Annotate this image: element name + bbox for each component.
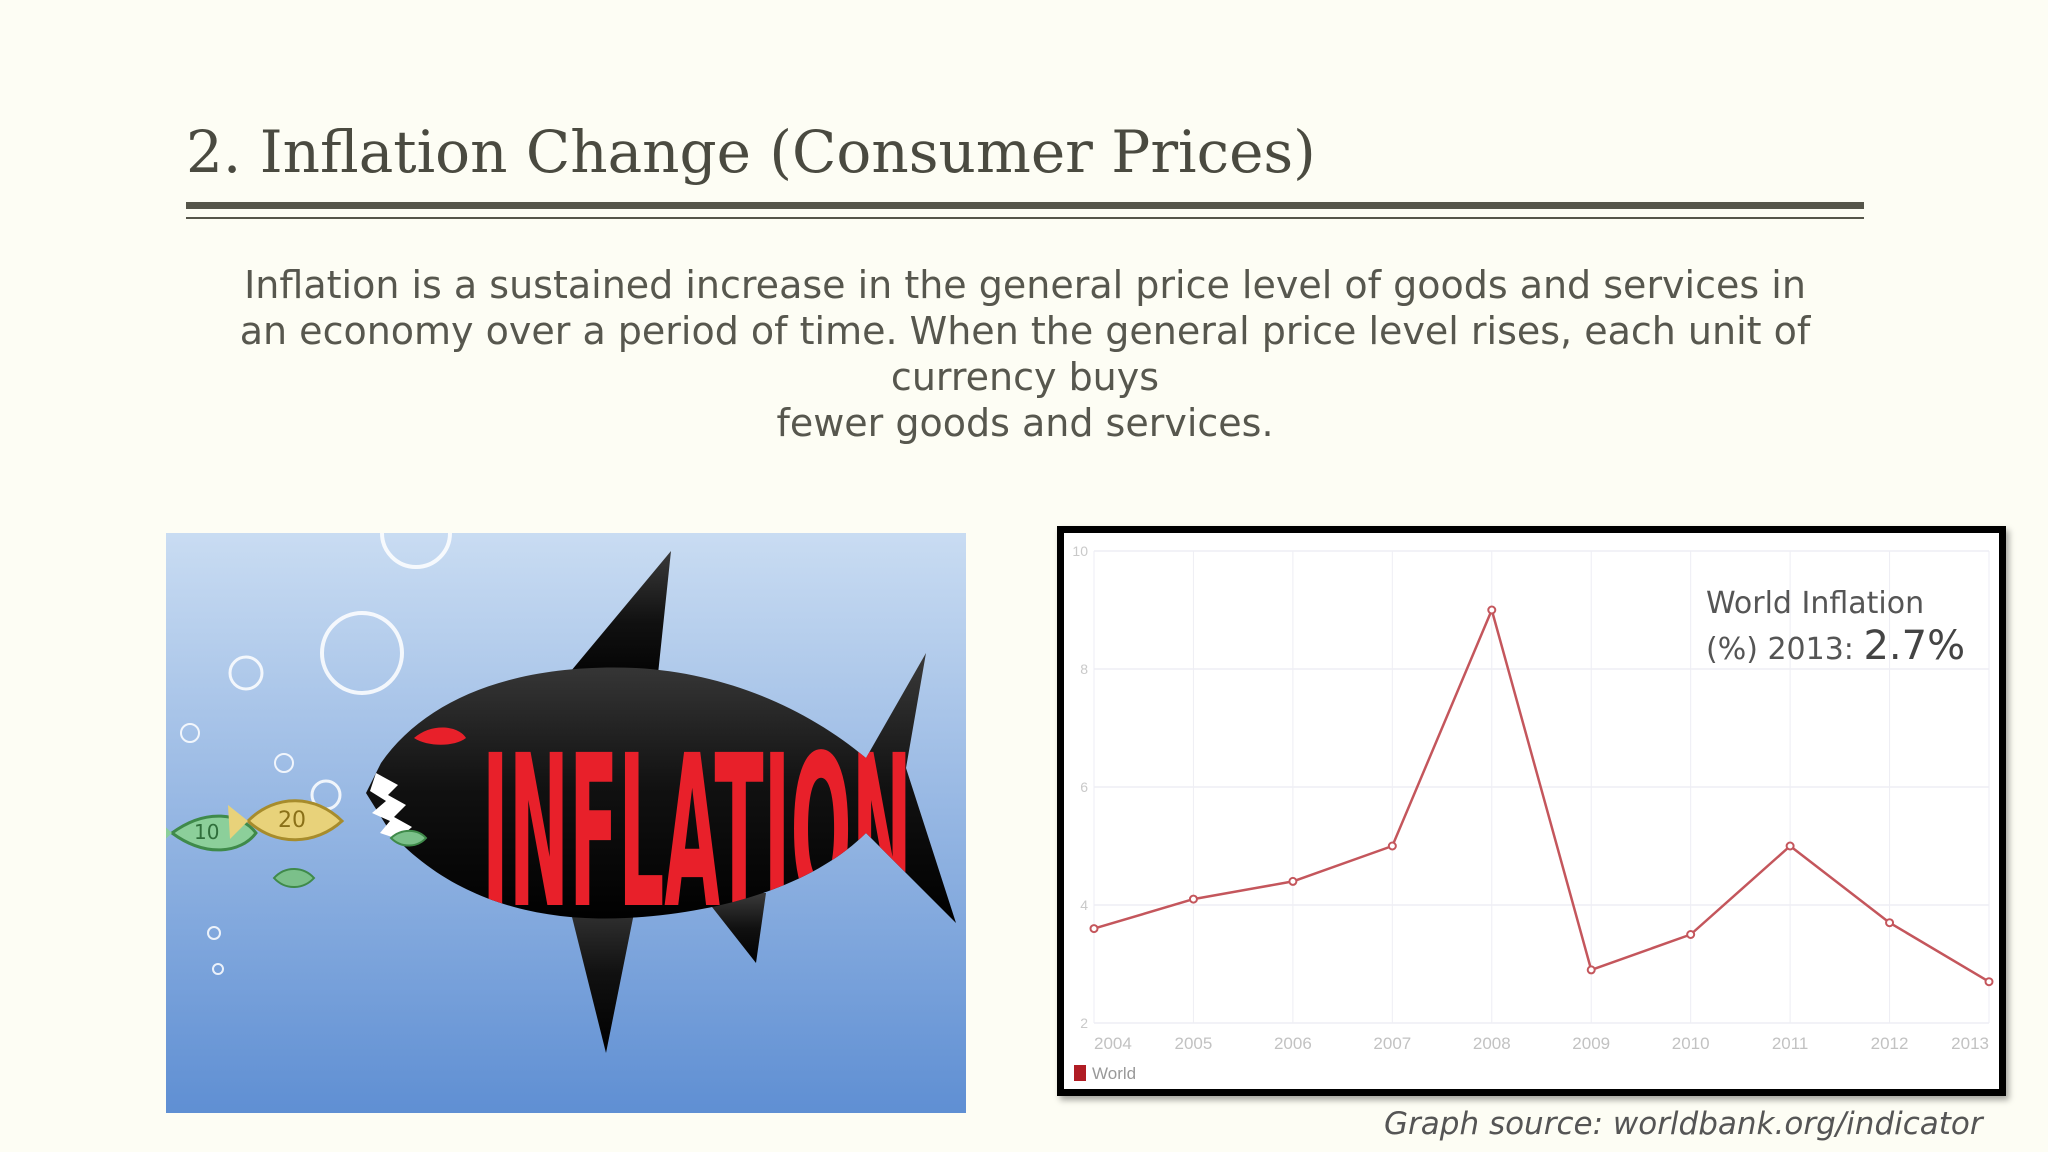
definition-line-3: fewer goods and services. [776,401,1274,445]
y-tick-label: 10 [1072,543,1088,559]
definition-line-2: an economy over a period of time. When t… [239,309,1811,399]
data-point [1586,965,1596,975]
x-tick-label: 2011 [1772,1034,1809,1053]
y-tick-label: 4 [1080,897,1088,913]
data-point [1487,605,1497,615]
graph-source: Graph source: worldbank.org/indicator [1384,1106,1983,1142]
definition-line-1: Inflation is a sustained increase in the… [244,263,1806,307]
x-tick-label: 2008 [1473,1034,1511,1053]
annotation-prefix: (%) 2013: [1706,632,1864,667]
definition-text: Inflation is a sustained increase in the… [170,262,1880,446]
title-rule-thick [186,202,1864,209]
legend-label: World [1092,1064,1136,1083]
money-fish-small [272,829,428,888]
y-tick-label: 6 [1080,779,1088,795]
data-point [1686,930,1696,939]
annotation-value: 2.7% [1863,623,1966,669]
annotation-line-2: (%) 2013: 2.7% [1706,625,1965,671]
data-point [1288,876,1298,886]
dorsal-fin [561,551,671,693]
x-tick-label: 2012 [1871,1034,1909,1053]
world-inflation-annotation: World Inflation (%) 2013: 2.7% [1706,583,1965,671]
legend-swatch [1074,1065,1086,1081]
y-tick-label: 8 [1080,661,1088,677]
data-point [1785,841,1795,851]
data-point [1387,841,1397,851]
svg-text:20: 20 [278,808,306,833]
data-point [1089,924,1099,934]
title-rule-thin [186,217,1864,219]
data-point [1885,918,1895,928]
inflation-shark-illustration: INFLATION 10 20 [166,533,966,1113]
inflation-chart: 2 4 6 8 10 2004 2005 2006 2007 2008 2009 2010 2011 20… [1057,526,2006,1096]
y-tick-label: 2 [1080,1015,1088,1031]
x-tick-label: 2007 [1373,1034,1411,1053]
x-tick-label: 2009 [1572,1034,1610,1053]
money-fish-20: 20 [228,799,345,842]
series-line-world [1093,608,1990,983]
inflation-chart-svg: 2 4 6 8 10 2004 2005 2006 2007 2008 2009 2010 2011 20… [1072,543,1994,1083]
annotation-line-1: World Inflation [1706,586,1925,621]
x-tick-label: 2004 [1094,1034,1132,1053]
shark-body [366,653,956,923]
shark-illustration-svg: INFLATION 10 20 [166,533,966,1113]
data-point [1188,894,1198,904]
svg-text:10: 10 [194,820,219,844]
x-tick-label: 2010 [1672,1034,1710,1053]
x-tick-label: 2013 [1951,1034,1989,1053]
shark-eye [414,727,466,745]
shark-teeth [370,773,412,839]
x-tick-label: 2006 [1274,1034,1312,1053]
pectoral-fin [566,893,636,1053]
bubbles [180,533,452,975]
data-point [1984,977,1994,987]
slide-title: 2. Inflation Change (Consumer Prices) [186,118,1316,186]
x-tick-label: 2005 [1175,1034,1213,1053]
